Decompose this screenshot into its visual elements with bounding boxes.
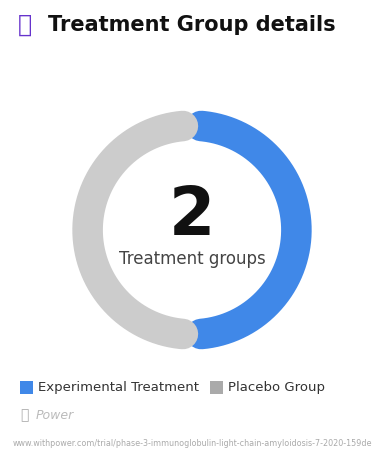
Text: 2: 2	[169, 182, 215, 248]
Text: ⛨: ⛨	[20, 408, 28, 422]
Text: Experimental Treatment: Experimental Treatment	[38, 380, 199, 393]
Text: Treatment Group details: Treatment Group details	[48, 15, 336, 35]
Text: Placebo Group: Placebo Group	[228, 380, 325, 393]
Text: www.withpower.com/trial/phase-3-immunoglobulin-light-chain-amyloidosis-7-2020-15: www.withpower.com/trial/phase-3-immunogl…	[12, 438, 372, 447]
FancyBboxPatch shape	[20, 380, 33, 393]
FancyBboxPatch shape	[210, 380, 223, 393]
Text: Treatment groups: Treatment groups	[119, 250, 265, 268]
Text: Power: Power	[36, 408, 74, 421]
Text: 👥: 👥	[18, 13, 32, 37]
